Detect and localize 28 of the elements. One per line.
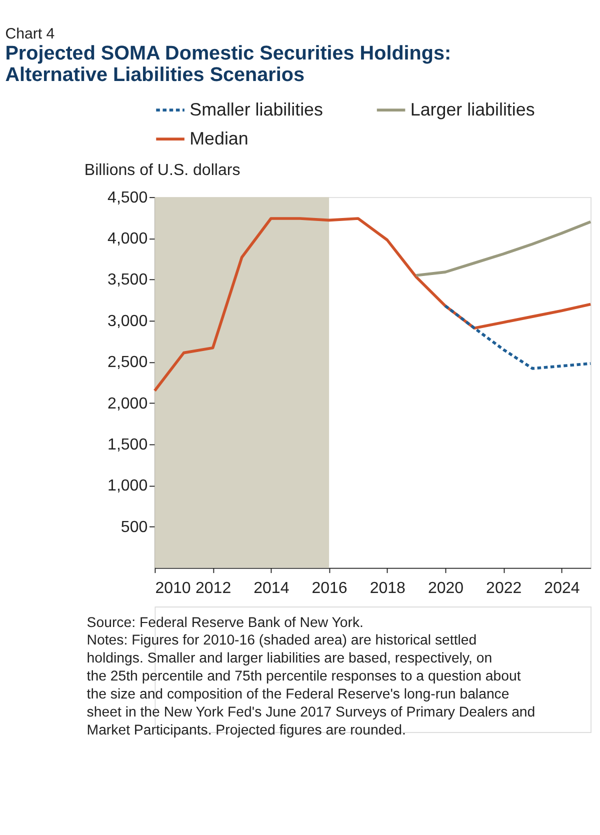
legend-label: Median (190, 128, 248, 149)
line-series (153, 217, 592, 392)
x-tick-label: 2018 (370, 578, 406, 597)
x-tick-label: 2024 (544, 578, 580, 597)
y-tick-label: 1,500 (108, 435, 148, 454)
y-axis-title: Billions of U.S. dollars (84, 160, 240, 179)
y-tick-label: 4,500 (108, 188, 148, 206)
y-tick-label: 4,000 (108, 229, 148, 248)
x-tick-label: 2016 (312, 578, 348, 597)
y-tick-label: 2,000 (108, 394, 148, 412)
y-tick-label: 2,500 (108, 353, 148, 372)
y-tick-label: 500 (120, 518, 148, 536)
y-tick-label: 3,000 (108, 312, 148, 330)
chart-title: Chart 4 (5, 26, 55, 43)
legend-label: Smaller liabilities (190, 100, 324, 120)
x-tick-label: 2014 (254, 578, 290, 597)
x-tick-label: 2022 (486, 578, 522, 597)
x-tick-label: 2010 (155, 578, 191, 597)
text: Notes: Figures for 2010-16 (shaded area) are historical settled holdings. Smaller and larger liabilities are based, respectively, on the 25th percentile and 75th percentile responses to a question about the size and composition of the Federal Reserve's long-run balance sheet in the New York Fed's June 2017 Surveys of Primary Dealers and Market Participants. Projected figures are rounded. (86, 632, 536, 738)
legend-label: Larger liabilities (410, 100, 535, 120)
y-tick-label: 3,500 (108, 270, 148, 289)
line-series (414, 220, 592, 277)
x-tick-label: 2020 (428, 578, 464, 597)
source-note: Source: Federal Reserve Bank of New York. (86, 614, 364, 630)
chart-subtitle: Projected SOMA Domestic Securities Holdings: Alternative Liabilities Scenarios (5, 42, 452, 86)
x-tick-label: 2012 (195, 578, 232, 597)
line-series (444, 304, 592, 370)
y-tick-label: 1,000 (108, 476, 148, 495)
